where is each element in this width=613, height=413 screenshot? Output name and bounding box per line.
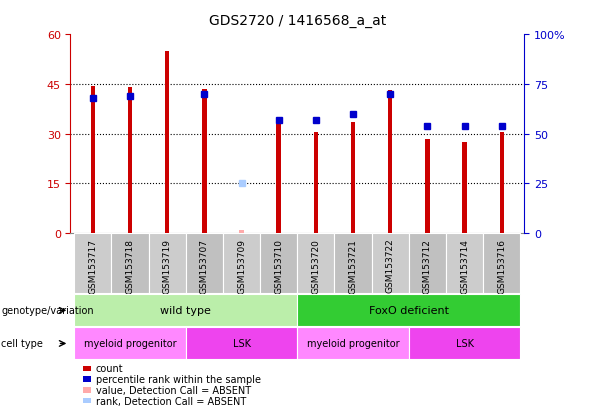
Bar — [74, 327, 186, 359]
Text: GSM153710: GSM153710 — [274, 238, 283, 293]
Bar — [388, 91, 392, 233]
Text: LSK: LSK — [232, 338, 251, 348]
Bar — [297, 233, 335, 293]
Text: LSK: LSK — [455, 338, 474, 348]
Bar — [462, 142, 467, 233]
Text: genotype/variation: genotype/variation — [1, 306, 94, 316]
Bar — [83, 398, 91, 403]
Bar — [83, 387, 91, 392]
Bar — [500, 133, 504, 233]
Bar — [165, 52, 169, 233]
Bar — [446, 233, 483, 293]
Text: GSM153707: GSM153707 — [200, 238, 209, 293]
Text: GSM153716: GSM153716 — [497, 238, 506, 293]
Text: GSM153718: GSM153718 — [126, 238, 134, 293]
Bar — [371, 233, 409, 293]
Bar — [335, 233, 371, 293]
Bar — [83, 377, 91, 382]
Text: GSM153721: GSM153721 — [349, 238, 357, 293]
Bar — [297, 327, 409, 359]
Bar — [186, 327, 297, 359]
Text: GSM153720: GSM153720 — [311, 238, 321, 293]
Bar — [351, 123, 356, 233]
Bar — [74, 233, 112, 293]
Bar — [128, 88, 132, 233]
Text: GSM153712: GSM153712 — [423, 238, 432, 293]
Bar — [223, 233, 260, 293]
Text: cell type: cell type — [1, 339, 43, 349]
Text: wild type: wild type — [161, 305, 211, 315]
Text: myeloid progenitor: myeloid progenitor — [306, 338, 400, 348]
Text: GDS2720 / 1416568_a_at: GDS2720 / 1416568_a_at — [208, 14, 386, 28]
Bar — [202, 90, 207, 233]
Text: count: count — [96, 363, 123, 373]
Text: rank, Detection Call = ABSENT: rank, Detection Call = ABSENT — [96, 396, 246, 406]
Text: GSM153719: GSM153719 — [162, 238, 172, 293]
Bar — [148, 233, 186, 293]
Bar — [112, 233, 148, 293]
Bar — [297, 294, 520, 326]
Text: GSM153709: GSM153709 — [237, 238, 246, 293]
Text: GSM153717: GSM153717 — [88, 238, 97, 293]
Bar — [409, 327, 520, 359]
Text: GSM153722: GSM153722 — [386, 238, 395, 293]
Bar — [91, 86, 95, 233]
Text: myeloid progenitor: myeloid progenitor — [83, 338, 177, 348]
Bar — [483, 233, 520, 293]
Bar — [186, 233, 223, 293]
Text: GSM153714: GSM153714 — [460, 238, 469, 293]
Bar — [425, 139, 430, 233]
Bar — [409, 233, 446, 293]
Bar — [260, 233, 297, 293]
Bar — [83, 366, 91, 371]
Text: value, Detection Call = ABSENT: value, Detection Call = ABSENT — [96, 385, 251, 395]
Text: percentile rank within the sample: percentile rank within the sample — [96, 374, 261, 384]
Bar — [239, 231, 244, 233]
Bar — [276, 124, 281, 233]
Text: FoxO deficient: FoxO deficient — [369, 305, 449, 315]
Bar — [314, 133, 318, 233]
Bar — [74, 294, 297, 326]
